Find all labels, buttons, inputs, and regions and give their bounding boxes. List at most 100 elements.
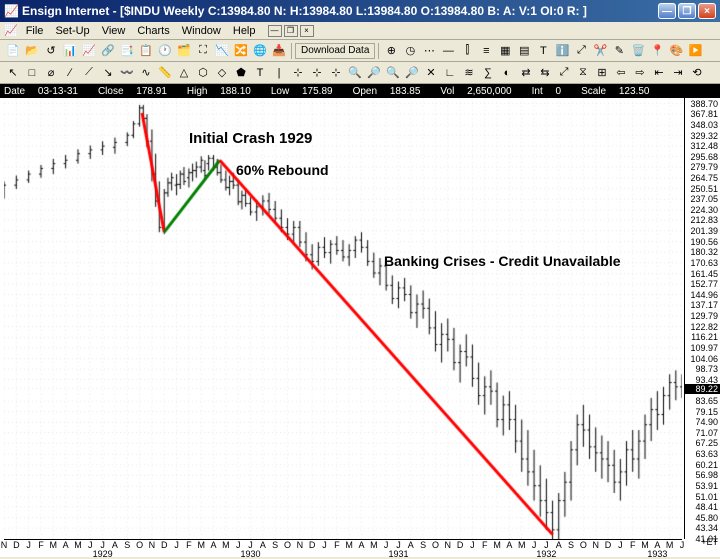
tool-button[interactable]: 🗂️ bbox=[175, 42, 193, 60]
tool-button[interactable]: 🕐 bbox=[156, 42, 174, 60]
tool-button[interactable]: 🌐 bbox=[251, 42, 269, 60]
close-button[interactable]: × bbox=[698, 3, 716, 19]
tool-button[interactable]: ⊹ bbox=[327, 64, 345, 82]
tool-button[interactable]: 🔀 bbox=[232, 42, 250, 60]
tool-button[interactable]: ⧖ bbox=[574, 64, 592, 82]
x-tick-month: F bbox=[630, 540, 636, 550]
menu-charts[interactable]: Charts bbox=[131, 24, 175, 38]
tool-button[interactable]: 📈 bbox=[80, 42, 98, 60]
y-tick-label: 152.77 bbox=[686, 279, 718, 289]
x-tick-year: 1930 bbox=[241, 549, 261, 559]
tool-button[interactable]: ↖ bbox=[4, 64, 22, 82]
tool-button[interactable]: | bbox=[270, 64, 288, 82]
tool-button[interactable]: ∕ bbox=[61, 64, 79, 82]
tool-button[interactable]: 🔍 bbox=[384, 64, 402, 82]
tool-button[interactable]: ▦ bbox=[496, 42, 514, 60]
tool-button[interactable]: ⇆ bbox=[536, 64, 554, 82]
tool-button[interactable]: 📉 bbox=[213, 42, 231, 60]
tool-button[interactable]: ∟ bbox=[441, 64, 459, 82]
databar-open-value: 183.85 bbox=[390, 86, 421, 97]
tool-button[interactable]: ⌀ bbox=[42, 64, 60, 82]
menu-file[interactable]: File bbox=[20, 24, 50, 38]
tool-button[interactable]: T bbox=[251, 64, 269, 82]
tool-button[interactable]: ⊹ bbox=[308, 64, 326, 82]
tool-button[interactable]: ≋ bbox=[460, 64, 478, 82]
tool-button[interactable]: ▶️ bbox=[686, 42, 704, 60]
mdi-minimize-button[interactable]: — bbox=[268, 25, 282, 37]
tool-button[interactable]: 📥 bbox=[270, 42, 288, 60]
x-tick-month: N bbox=[149, 540, 156, 550]
tool-button[interactable]: ▤ bbox=[515, 42, 533, 60]
x-tick-month: N bbox=[445, 540, 452, 550]
tool-button[interactable]: ✎ bbox=[610, 42, 628, 60]
tool-button[interactable]: ⊹ bbox=[289, 64, 307, 82]
tool-button[interactable]: ⟋ bbox=[80, 64, 98, 82]
x-tick-month: F bbox=[334, 540, 340, 550]
databar-date-label: Date bbox=[4, 86, 25, 97]
tool-button[interactable]: ⊕ bbox=[382, 42, 400, 60]
tool-button[interactable]: ⤢ bbox=[572, 42, 590, 60]
tool-button[interactable]: △ bbox=[175, 64, 193, 82]
tool-button[interactable]: 🗑️ bbox=[629, 42, 647, 60]
tool-button[interactable]: 🔎 bbox=[403, 64, 421, 82]
tool-button[interactable]: ↘ bbox=[99, 64, 117, 82]
tool-button[interactable]: ⫿ bbox=[458, 42, 476, 60]
tool-button[interactable]: □ bbox=[23, 64, 41, 82]
tool-button[interactable]: 📑 bbox=[118, 42, 136, 60]
tool-button[interactable]: ⇄ bbox=[517, 64, 535, 82]
maximize-button[interactable]: ❐ bbox=[678, 3, 696, 19]
y-tick-label: 161.45 bbox=[686, 269, 718, 279]
y-tick-label: 170.63 bbox=[686, 258, 718, 268]
tool-button[interactable]: ◇ bbox=[213, 64, 231, 82]
tool-button[interactable]: 〰️ bbox=[118, 64, 136, 82]
tool-button[interactable]: ⛶ bbox=[194, 42, 212, 60]
tool-button[interactable]: ∑ bbox=[479, 64, 497, 82]
x-tick-month: M bbox=[493, 540, 501, 550]
tool-button[interactable]: ⇤ bbox=[650, 64, 668, 82]
titlebar: 📈 Ensign Internet - [$INDU Weekly C:1398… bbox=[0, 0, 720, 22]
tool-button[interactable]: ✕ bbox=[422, 64, 440, 82]
minimize-button[interactable]: — bbox=[658, 3, 676, 19]
menu-view[interactable]: View bbox=[96, 24, 132, 38]
tool-button[interactable]: — bbox=[439, 42, 457, 60]
y-tick-label: 144.96 bbox=[686, 290, 718, 300]
tool-button[interactable]: ⋯ bbox=[420, 42, 438, 60]
tool-button[interactable]: ⇨ bbox=[631, 64, 649, 82]
tool-button[interactable]: ⤢ bbox=[555, 64, 573, 82]
y-tick-label: 48.41 bbox=[686, 502, 718, 512]
tool-button[interactable]: ⬟ bbox=[232, 64, 250, 82]
mdi-close-button[interactable]: × bbox=[300, 25, 314, 37]
tool-button[interactable]: 🔍 bbox=[346, 64, 364, 82]
x-tick-month: S bbox=[124, 540, 130, 550]
download-data-button[interactable]: Download Data bbox=[295, 43, 375, 59]
tool-button[interactable]: ⇦ bbox=[612, 64, 630, 82]
tool-button[interactable]: ↺ bbox=[42, 42, 60, 60]
mdi-maximize-button[interactable]: ❐ bbox=[284, 25, 298, 37]
tool-button[interactable]: 📍 bbox=[648, 42, 666, 60]
tool-button[interactable]: 📄 bbox=[4, 42, 22, 60]
tool-button[interactable]: 📏 bbox=[156, 64, 174, 82]
menu-help[interactable]: Help bbox=[227, 24, 262, 38]
tool-button[interactable]: 🔎 bbox=[365, 64, 383, 82]
tool-button[interactable]: ⇥ bbox=[669, 64, 687, 82]
tool-button[interactable]: T bbox=[534, 42, 552, 60]
tool-button[interactable]: ◐ bbox=[498, 64, 516, 82]
tool-button[interactable]: ℹ️ bbox=[553, 42, 571, 60]
menu-window[interactable]: Window bbox=[176, 24, 227, 38]
x-tick-month: N bbox=[592, 540, 599, 550]
tool-button[interactable]: ≡ bbox=[477, 42, 495, 60]
tool-button[interactable]: 📋 bbox=[137, 42, 155, 60]
tool-button[interactable]: 📊 bbox=[61, 42, 79, 60]
chart-area[interactable]: Initial Crash 192960% ReboundBanking Cri… bbox=[0, 98, 720, 557]
tool-button[interactable]: ◷ bbox=[401, 42, 419, 60]
x-tick-month: F bbox=[482, 540, 488, 550]
tool-button[interactable]: ⬡ bbox=[194, 64, 212, 82]
tool-button[interactable]: ⟲ bbox=[688, 64, 706, 82]
tool-button[interactable]: 📂 bbox=[23, 42, 41, 60]
tool-button[interactable]: 🎨 bbox=[667, 42, 685, 60]
tool-button[interactable]: 🔗 bbox=[99, 42, 117, 60]
tool-button[interactable]: ⊞ bbox=[593, 64, 611, 82]
menu-set-up[interactable]: Set-Up bbox=[49, 24, 95, 38]
tool-button[interactable]: ✂️ bbox=[591, 42, 609, 60]
tool-button[interactable]: ∿ bbox=[137, 64, 155, 82]
